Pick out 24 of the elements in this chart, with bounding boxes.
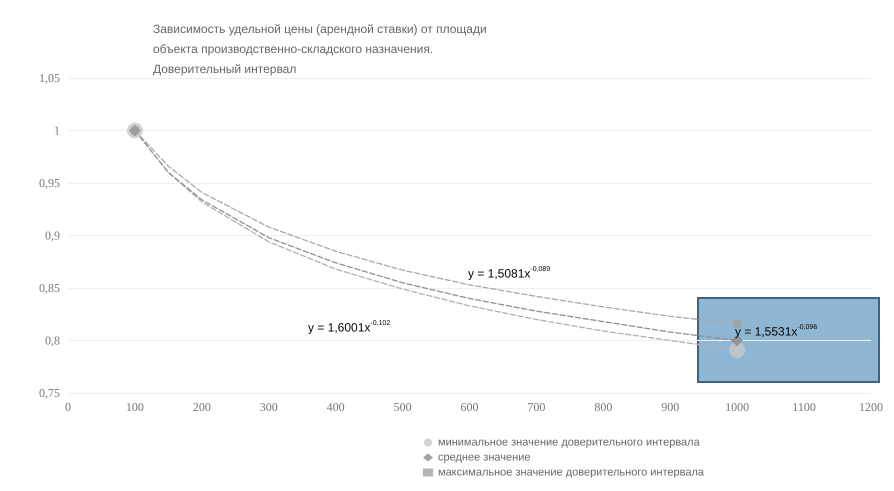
y-tick-label: 1	[54, 124, 60, 138]
y-tick-label: 0,8	[45, 334, 60, 348]
y-tick-label: 0,95	[39, 176, 60, 190]
x-tick-label: 600	[460, 400, 478, 414]
y-tick-label: 1,05	[39, 71, 60, 85]
x-tick-label: 900	[661, 400, 680, 414]
chart-title: Зависимость удельной цены (арендной ставки) от площади объекта производственно-складского назначения. Доверительный интервал	[153, 22, 490, 76]
x-tick-label: 0	[65, 400, 71, 414]
legend-label: максимальное значение доверительного интервала	[438, 466, 705, 478]
legend-label: минимальное значение доверительного интервала	[438, 436, 701, 448]
x-tick-label: 500	[394, 400, 412, 414]
x-tick-label: 200	[192, 400, 211, 414]
x-tick-label: 300	[260, 400, 278, 414]
x-tick-label: 700	[527, 400, 546, 414]
x-tick-label: 1200	[859, 400, 883, 414]
y-tick-label: 0,75	[39, 386, 60, 400]
legend-label: среднее значение	[438, 452, 530, 464]
y-tick-label: 0,85	[39, 281, 60, 295]
x-tick-label: 400	[326, 400, 345, 414]
x-tick-label: 800	[594, 400, 612, 414]
x-tick-label: 1100	[792, 400, 816, 414]
y-tick-label: 0,9	[45, 228, 60, 242]
x-tick-label: 100	[126, 400, 144, 414]
x-tick-label: 1000	[725, 400, 750, 414]
